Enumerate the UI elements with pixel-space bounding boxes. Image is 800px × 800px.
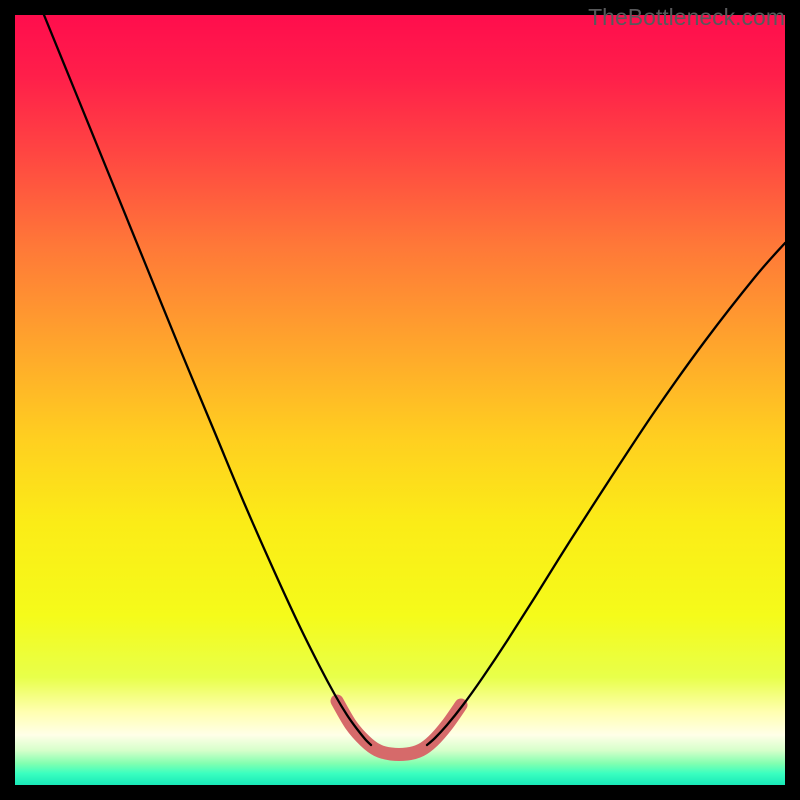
curve-layer xyxy=(15,15,785,785)
plot-area xyxy=(15,15,785,785)
v-curve-right xyxy=(427,243,785,745)
v-curve-left xyxy=(44,15,371,745)
watermark-text: TheBottleneck.com xyxy=(588,4,785,31)
